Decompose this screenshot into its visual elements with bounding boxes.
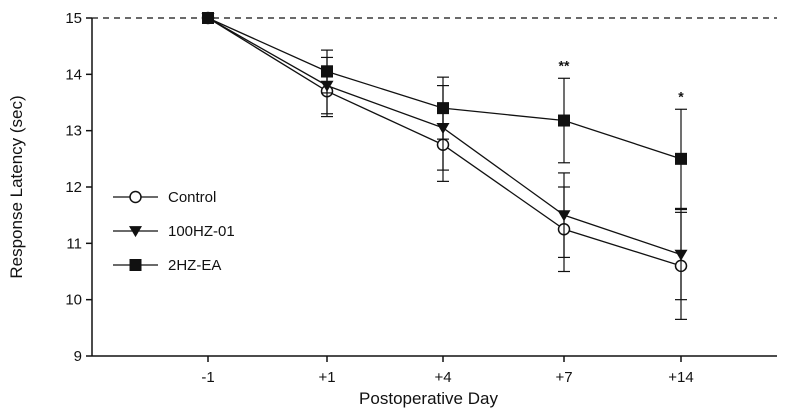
x-tick-label: +7 [555,369,572,386]
legend-marker [129,226,142,238]
data-point-2hz-ea [437,102,449,115]
y-tick-label: 12 [65,179,82,196]
legend-marker [129,259,142,271]
legend: Control 100HZ-01 2HZ-EA [113,189,235,274]
data-point-2hz-ea [202,12,214,24]
x-tick-label: -1 [201,369,214,386]
series-line-100hz-01 [207,17,682,256]
x-tick-label: +14 [668,369,693,386]
x-axis-title: Postoperative Day [359,389,498,408]
data-point-100hz-01 [674,249,688,261]
data-point-2hz-ea [321,65,333,78]
legend-label: 100HZ-01 [168,223,235,240]
significance-marker: * [678,88,684,104]
data-point-2hz-ea [558,114,570,127]
data-point-2hz-ea [675,152,687,165]
y-tick-label: 13 [65,123,82,140]
series-line-2hz-ea [207,17,682,160]
legend-item-control: Control [113,189,216,206]
series-2hz-ea [202,12,687,210]
legend-item-2hz-ea: 2HZ-EA [113,257,221,274]
series-100hz-01 [201,13,688,301]
significance-marker: ** [559,57,570,73]
x-tick-label: +4 [434,369,451,386]
data-point-100hz-01 [557,210,571,222]
legend-label: 2HZ-EA [168,257,221,274]
series-layer: *** [201,11,688,320]
y-tick-label: 15 [65,10,82,27]
legend-marker [129,190,142,204]
legend-label: Control [168,189,216,206]
x-tick-label: +1 [318,369,335,386]
y-axis-title: Response Latency (sec) [7,95,26,278]
y-tick-label: 11 [66,235,82,252]
legend-item-100hz-01: 100HZ-01 [113,223,235,240]
y-tick-label: 14 [65,66,82,83]
y-tick-label: 9 [74,348,82,365]
series-control [201,11,688,320]
y-tick-label: 10 [65,292,82,309]
